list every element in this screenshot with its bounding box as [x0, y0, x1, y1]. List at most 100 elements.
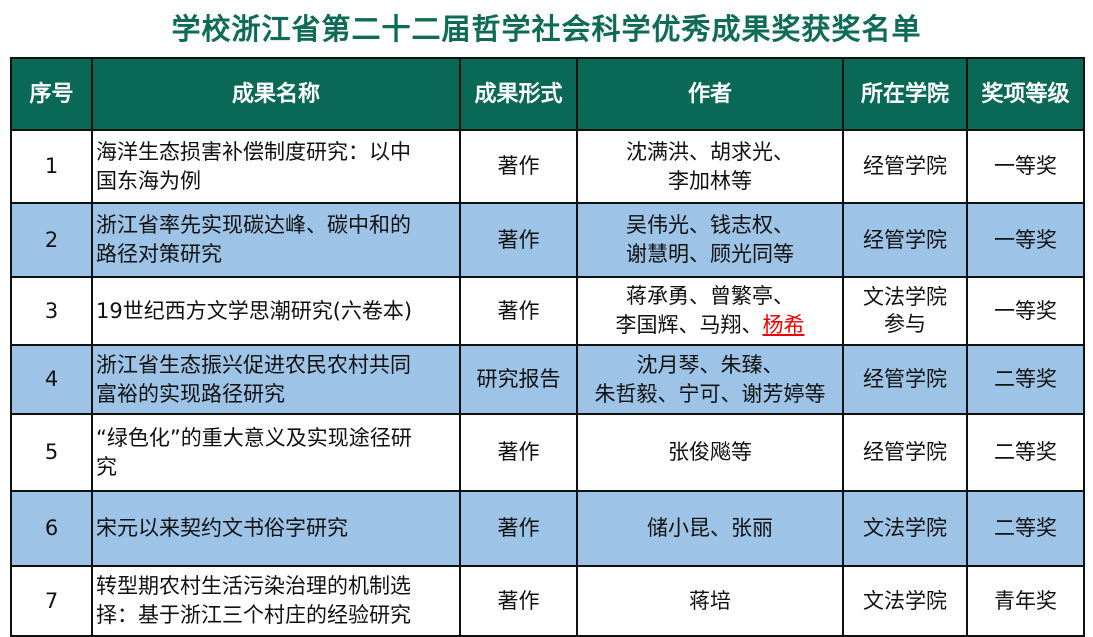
row-number: 5 [44, 440, 59, 464]
award-table: 序号 成果名称 成果形式 作者 所在学院 奖项等级 1 海洋生态损害补偿制度研究：… [10, 57, 1085, 637]
form-text: 著作 [497, 227, 540, 252]
table-row: 2 浙江省率先实现碳达峰、碳中和的 路径对策研究 著作 吴伟光、钱志权、 谢慧明、顾光同等… [10, 202, 1085, 278]
cell-college: 文法学院 [842, 490, 968, 567]
title-line: 浙江省生态振兴促进农民农村共同 [96, 352, 411, 377]
title-line: 路径对策研究 [96, 242, 222, 266]
cell-author: 蒋培 [576, 565, 844, 637]
author-highlight: 杨希 [762, 313, 805, 337]
award-text: 一等奖 [994, 298, 1057, 323]
cell-author: 储小昆、张丽 [576, 490, 844, 567]
title-line: 国东海为例 [96, 168, 201, 193]
cell-title: 宋元以来契约文书俗字研究 [91, 490, 461, 567]
title-line: “绿色化”的重大意义及实现途径研 [96, 425, 412, 450]
cell-no: 7 [10, 565, 93, 637]
table-row: 5 “绿色化”的重大意义及实现途径研究 著作 张俊飚等 经管学院 二等奖 [10, 413, 1085, 492]
author-text: 储小昆、张丽 [647, 516, 773, 540]
cell-no: 3 [10, 276, 93, 346]
award-text: 一等奖 [994, 227, 1057, 252]
cell-title: 转型期农村生活污染治理的机制选 择：基于浙江三个村庄的经验研究 [91, 565, 461, 637]
title-line: 19世纪西方文学思潮研究(六卷本) [96, 298, 413, 323]
title-line: 海洋生态损害补偿制度研究：以中 [96, 139, 411, 164]
cell-award: 二等奖 [966, 490, 1085, 567]
cell-no: 1 [10, 129, 93, 204]
title-line: 宋元以来契约文书俗字研究 [96, 516, 348, 540]
author-text: 李国辉、马翔、 [615, 313, 763, 337]
cell-college: 经管学院 [842, 344, 968, 415]
title-line: 究 [96, 454, 117, 479]
header-author: 作者 [576, 57, 844, 131]
row-number: 3 [44, 298, 59, 323]
college-text: 文法学院参与 [863, 285, 947, 336]
college-text: 经管学院 [863, 154, 947, 178]
author-text: 李加林等 [668, 168, 752, 193]
form-text: 著作 [497, 588, 540, 613]
cell-author: 蒋承勇、曾繁亭、李国辉、马翔、杨希 [576, 276, 844, 346]
form-text: 研究报告 [476, 367, 561, 391]
award-text: 二等奖 [994, 516, 1057, 540]
author-text: 蒋培 [689, 588, 731, 613]
header-no: 序号 [10, 57, 93, 131]
cell-title: 浙江省生态振兴促进农民农村共同 富裕的实现路径研究 [91, 344, 461, 415]
table-row: 3 19世纪西方文学思潮研究(六卷本) 著作 蒋承勇、曾繁亭、 李国辉、马翔、杨希 文法学… [10, 276, 1085, 346]
cell-author: 吴伟光、钱志权、 谢慧明、顾光同等 [576, 202, 844, 278]
cell-award: 一等奖 [966, 276, 1085, 346]
author-text: 蒋承勇、曾繁亭、 [626, 284, 794, 308]
cell-title: 19世纪西方文学思潮研究(六卷本) [91, 276, 461, 346]
form-text: 著作 [497, 440, 540, 464]
award-text: 一等奖 [994, 154, 1057, 178]
college-text: 文法学院 [863, 588, 947, 613]
title-line: 浙江省率先实现碳达峰、碳中和的 [96, 213, 411, 237]
author-text: 沈满洪、胡求光、 [626, 139, 794, 164]
cell-form: 著作 [459, 202, 578, 278]
award-text: 二等奖 [994, 440, 1057, 464]
cell-college: 经管学院 [842, 202, 968, 278]
row-number: 1 [44, 154, 59, 178]
cell-form: 著作 [459, 565, 578, 637]
form-text: 著作 [497, 154, 540, 178]
title-line: 富裕的实现路径研究 [96, 381, 285, 406]
cell-form: 著作 [459, 276, 578, 346]
header-college: 所在学院 [842, 57, 968, 131]
cell-author: 张俊飚等 [576, 413, 844, 492]
author-text: 吴伟光、钱志权、 [626, 213, 794, 237]
header-award: 奖项等级 [966, 57, 1085, 131]
cell-award: 一等奖 [966, 129, 1085, 204]
row-number: 4 [44, 367, 59, 391]
cell-college: 文法学院 [842, 565, 968, 637]
cell-college: 文法学院参与 [842, 276, 968, 346]
cell-no: 2 [10, 202, 93, 278]
cell-form: 著作 [459, 490, 578, 567]
college-text: 文法学院 [863, 516, 947, 540]
author-text: 朱哲毅、宁可、谢芳婷等 [594, 381, 826, 406]
cell-title: 浙江省率先实现碳达峰、碳中和的 路径对策研究 [91, 202, 461, 278]
cell-author: 沈月琴、朱臻、朱哲毅、宁可、谢芳婷等 [576, 344, 844, 415]
cell-college: 经管学院 [842, 129, 968, 204]
award-text: 青年奖 [994, 588, 1057, 613]
cell-award: 二等奖 [966, 413, 1085, 492]
cell-form: 著作 [459, 129, 578, 204]
row-number: 2 [44, 227, 59, 252]
cell-title: “绿色化”的重大意义及实现途径研究 [91, 413, 461, 492]
page-title: 学校浙江省第二十二届哲学社会科学优秀成果奖获奖名单 [171, 12, 922, 46]
table-header: 序号 成果名称 成果形式 作者 所在学院 奖项等级 [10, 57, 1085, 131]
form-text: 著作 [497, 516, 540, 540]
table-row: 7 转型期农村生活污染治理的机制选 择：基于浙江三个村庄的经验研究 著作 蒋培 文法学院 青… [10, 565, 1085, 637]
college-text: 经管学院 [863, 227, 947, 252]
title-line: 择：基于浙江三个村庄的经验研究 [96, 603, 411, 627]
header-title: 成果名称 [91, 57, 461, 131]
table-row: 1 海洋生态损害补偿制度研究：以中 国东海为例 著作 沈满洪、胡求光、 李加林等 经管学院 一… [10, 129, 1085, 204]
cell-no: 4 [10, 344, 93, 415]
table-row: 6 宋元以来契约文书俗字研究 著作 储小昆、张丽 文法学院 二等奖 [10, 490, 1085, 567]
author-text: 张俊飚等 [668, 440, 752, 464]
cell-no: 6 [10, 490, 93, 567]
cell-award: 青年奖 [966, 565, 1085, 637]
cell-award: 一等奖 [966, 202, 1085, 278]
award-text: 二等奖 [994, 367, 1057, 391]
header-form: 成果形式 [459, 57, 578, 131]
cell-college: 经管学院 [842, 413, 968, 492]
table-row: 4 浙江省生态振兴促进农民农村共同 富裕的实现路径研究 研究报告 沈月琴、朱臻、 朱哲毅、… [10, 344, 1085, 415]
college-text: 经管学院 [863, 440, 947, 464]
form-text: 著作 [497, 298, 540, 323]
author-text: 沈月琴、朱臻、 [636, 352, 784, 377]
cell-no: 5 [10, 413, 93, 492]
